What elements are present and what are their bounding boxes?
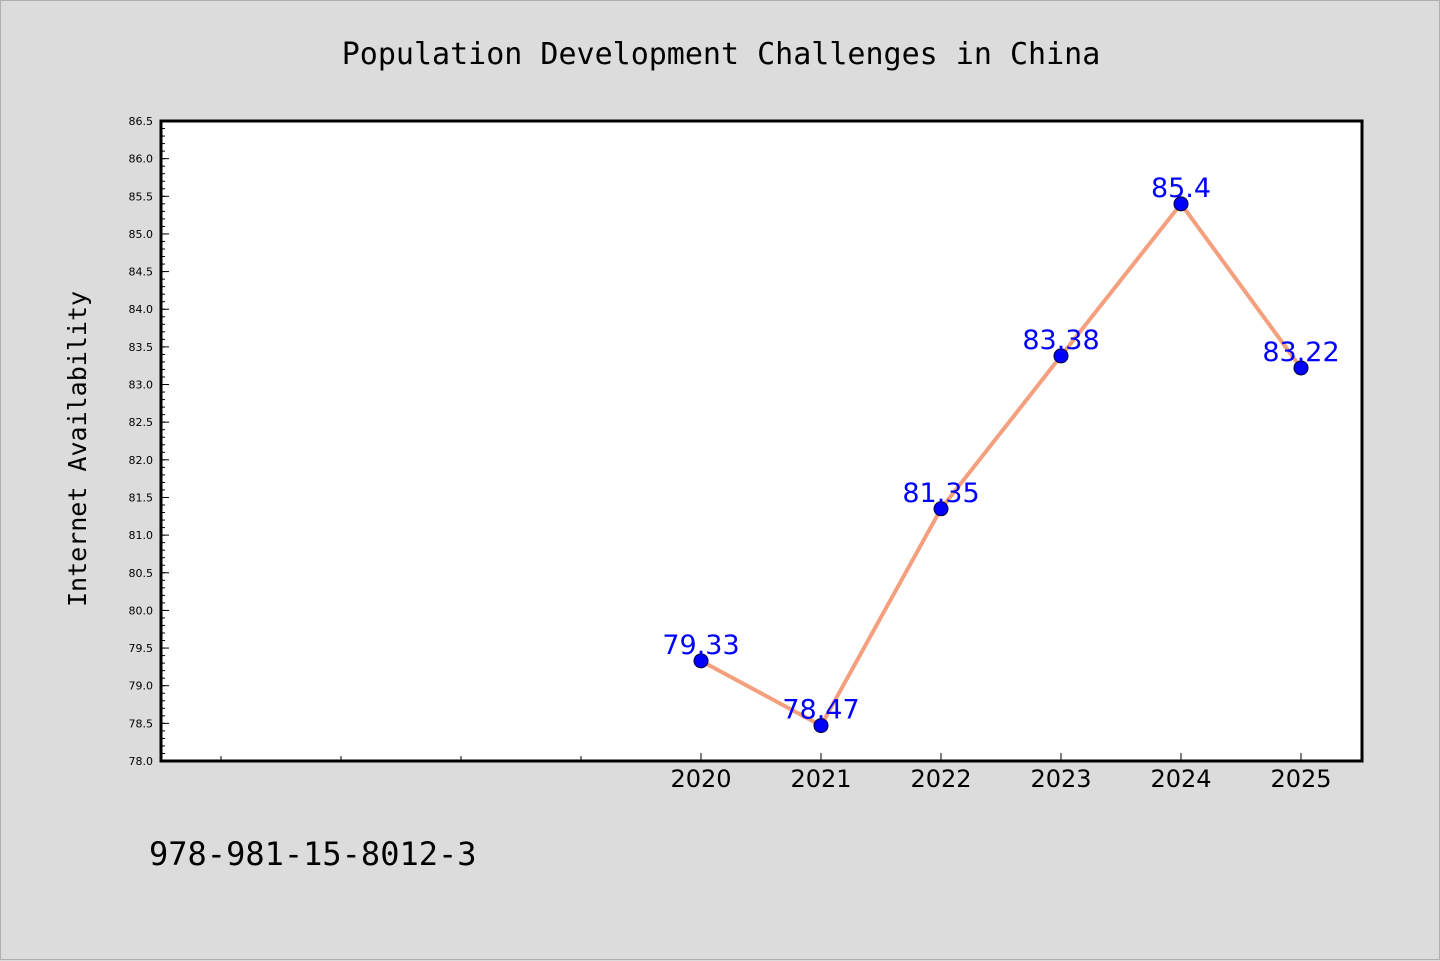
y-tick-label: 86.5 (129, 115, 154, 128)
y-axis-label: Internet Availability (63, 291, 92, 607)
data-point (1293, 360, 1309, 376)
data-label: 81.35 (902, 478, 979, 509)
y-tick-label: 79.5 (129, 642, 154, 655)
data-point (1053, 348, 1069, 364)
y-tick-label: 83.0 (129, 379, 154, 392)
y-tick-label: 81.0 (129, 529, 154, 542)
y-tick-label: 85.5 (129, 190, 154, 203)
y-tick-label: 78.5 (129, 717, 154, 730)
y-tick-label: 80.0 (129, 604, 154, 617)
data-point (1173, 196, 1189, 212)
series-line-group (700, 201, 1303, 728)
data-label: 85.4 (1151, 173, 1211, 204)
x-tick-label: 2022 (910, 765, 971, 793)
y-tick-label: 78.0 (129, 755, 154, 768)
y-tick-label: 82.5 (129, 416, 154, 429)
plot-area (159, 119, 1364, 763)
y-tick-label: 85.0 (129, 228, 154, 241)
y-tick-label: 82.0 (129, 454, 154, 467)
series-line (700, 201, 1303, 728)
x-axis-ticks: 2020 2021 2022 2023 2024 2025 (220, 753, 1332, 793)
y-axis-ticks: 78.0 78.5 79.0 79.5 80.0 80.5 81.0 81.5 82.0 82.5… (129, 115, 169, 768)
data-labels-group: 79.33 78.47 81.35 83.38 85.4 83.22 (662, 173, 1339, 726)
data-label: 78.47 (782, 695, 859, 726)
isbn-text: 978-981-15-8012-3 (149, 835, 477, 873)
data-label: 83.38 (1022, 325, 1099, 356)
y-tick-label: 84.5 (129, 266, 154, 279)
data-label: 79.33 (662, 630, 739, 661)
data-point (933, 501, 949, 517)
x-tick-label: 2021 (790, 765, 851, 793)
y-tick-label: 84.0 (129, 303, 154, 316)
series-points-group (693, 196, 1309, 734)
y-tick-label: 80.5 (129, 567, 154, 580)
x-tick-label: 2020 (670, 765, 731, 793)
chart-title: Population Development Challenges in Chi… (342, 37, 1101, 72)
y-tick-label: 81.5 (129, 491, 154, 504)
y-tick-label: 83.5 (129, 341, 154, 354)
data-label: 83.22 (1262, 337, 1339, 368)
x-tick-label: 2025 (1270, 765, 1331, 793)
x-tick-label: 2023 (1030, 765, 1091, 793)
data-point (813, 718, 829, 734)
x-tick-label: 2024 (1150, 765, 1211, 793)
y-tick-label: 79.0 (129, 680, 154, 693)
y-tick-label: 86.0 (129, 153, 154, 166)
data-point (693, 653, 709, 669)
